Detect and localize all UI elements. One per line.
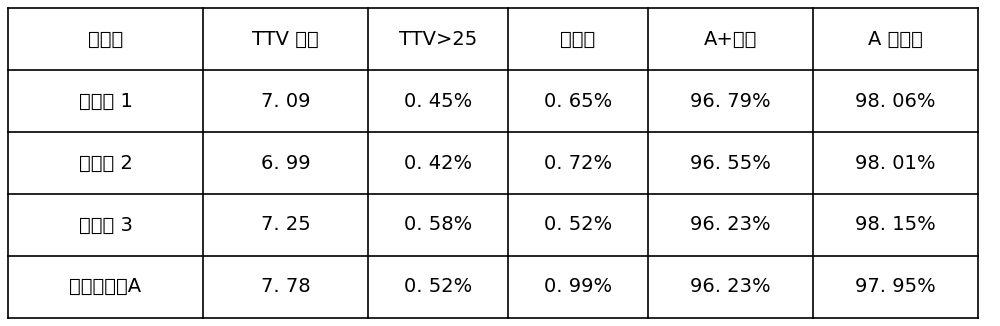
Text: 0. 45%: 0. 45% (404, 92, 472, 111)
Text: 98. 06%: 98. 06% (855, 92, 936, 111)
Text: 0. 65%: 0. 65% (544, 92, 612, 111)
Text: 实施例 2: 实施例 2 (79, 154, 132, 172)
Text: 0. 58%: 0. 58% (404, 215, 472, 234)
Text: 0. 52%: 0. 52% (544, 215, 612, 234)
Text: 实施例 3: 实施例 3 (79, 215, 132, 234)
Text: 7. 78: 7. 78 (261, 277, 310, 296)
Text: 实施例 1: 实施例 1 (79, 92, 132, 111)
Text: 7. 25: 7. 25 (261, 215, 310, 234)
Text: 市售切割液A: 市售切割液A (69, 277, 142, 296)
Text: 96. 79%: 96. 79% (690, 92, 771, 111)
Text: 98. 15%: 98. 15% (855, 215, 936, 234)
Text: 0. 99%: 0. 99% (544, 277, 612, 296)
Text: 污片率: 污片率 (560, 30, 596, 49)
Text: 0. 52%: 0. 52% (404, 277, 472, 296)
Text: 96. 23%: 96. 23% (690, 215, 771, 234)
Text: 7. 09: 7. 09 (261, 92, 310, 111)
Text: 96. 55%: 96. 55% (690, 154, 771, 172)
Text: 0. 72%: 0. 72% (544, 154, 612, 172)
Text: 切割液: 切割液 (88, 30, 123, 49)
Text: A+良率: A+良率 (704, 30, 757, 49)
Text: 6. 99: 6. 99 (261, 154, 310, 172)
Text: 96. 23%: 96. 23% (690, 277, 771, 296)
Text: 0. 42%: 0. 42% (404, 154, 472, 172)
Text: A 级良率: A 级良率 (868, 30, 923, 49)
Text: TTV 均值: TTV 均值 (252, 30, 319, 49)
Text: 98. 01%: 98. 01% (855, 154, 936, 172)
Text: 97. 95%: 97. 95% (855, 277, 936, 296)
Text: TTV>25: TTV>25 (399, 30, 477, 49)
